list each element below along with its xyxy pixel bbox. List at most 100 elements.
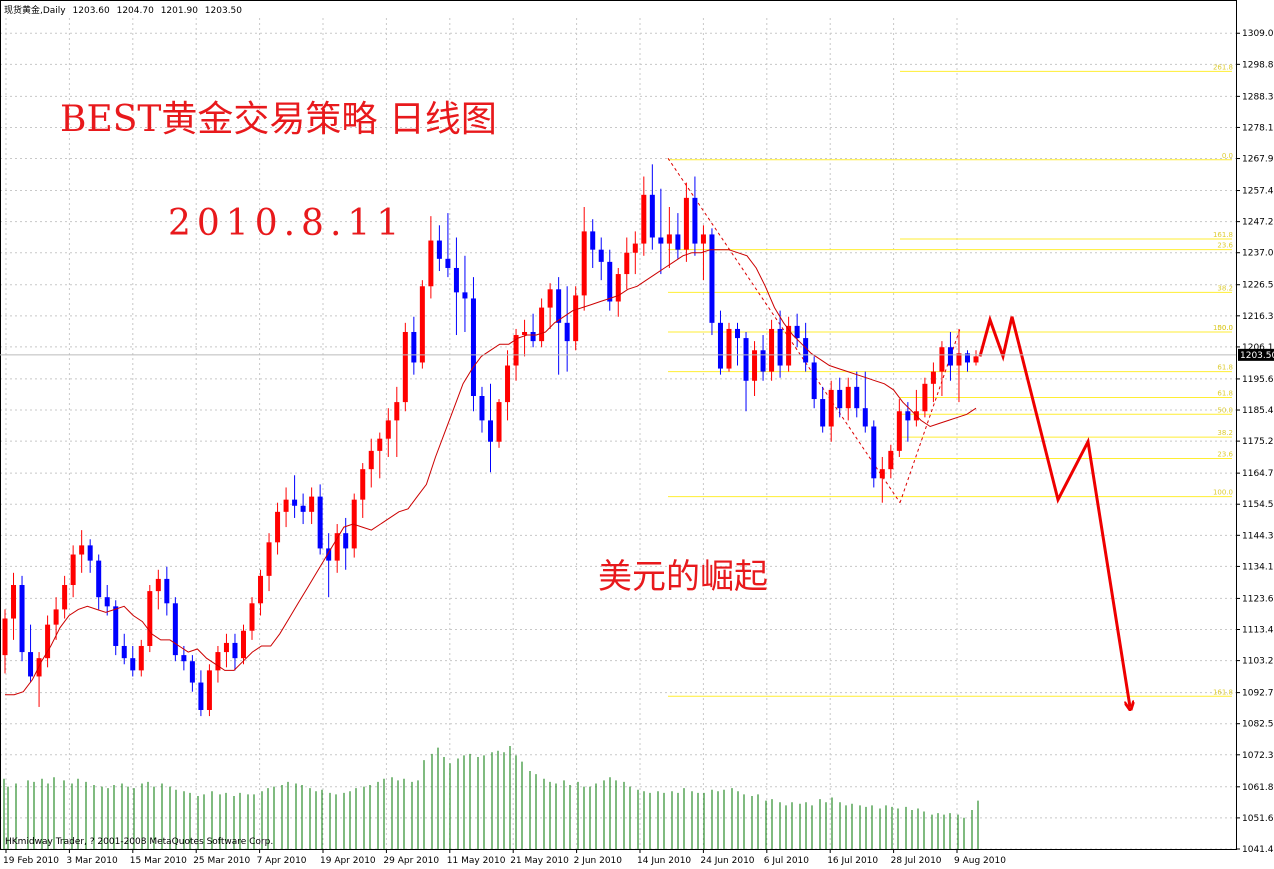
date-tick-label: 19 Feb 2010	[3, 856, 59, 866]
price-tick-label: 1123.60	[1242, 594, 1274, 604]
trend-line	[899, 328, 961, 503]
fib-level-label: 50.0	[1217, 406, 1233, 414]
candle-body	[266, 542, 272, 576]
candle-body	[717, 322, 723, 369]
candle-body	[658, 237, 664, 244]
candle-body	[700, 234, 706, 244]
candle-body	[155, 578, 161, 592]
date-tick-label: 14 Jun 2010	[637, 856, 691, 866]
candle-body	[590, 231, 596, 250]
price-tick-label: 1154.50	[1242, 500, 1274, 510]
candle-body	[147, 591, 153, 646]
candle-body	[862, 408, 868, 427]
projection-arrow	[978, 314, 1130, 707]
candle-body	[777, 328, 783, 366]
candle-body	[922, 383, 928, 412]
candle-body	[505, 365, 511, 403]
candle-body	[709, 234, 715, 323]
candle-body	[879, 469, 885, 479]
fib-level-label: 161.8	[1213, 688, 1233, 696]
candle-body	[735, 328, 741, 339]
fib-level-label: 261.8	[1213, 63, 1233, 71]
fib-level-label: 23.6	[1217, 450, 1233, 458]
candle-body	[556, 289, 562, 323]
candle-body	[683, 197, 689, 250]
candle-body	[453, 267, 459, 293]
candle-body	[206, 670, 212, 710]
price-tick-label: 1298.80	[1242, 60, 1274, 70]
candle-body	[104, 597, 110, 607]
date-tick-label: 16 Jul 2010	[827, 856, 878, 866]
low-value: 1201.90	[160, 6, 198, 16]
candle-body	[419, 286, 425, 363]
candle-body	[692, 197, 698, 244]
plot-border	[0, 0, 1237, 850]
candle-body	[215, 652, 221, 671]
candle-body	[794, 325, 800, 339]
candle-body	[96, 560, 102, 598]
price-axis[interactable]: 1309.00 1298.80 1288.30 1278.10 1267.90 1257.…	[0, 29, 1274, 855]
copyright-note: HKmidway Trader, ? 2001-2008 MetaQuotes …	[5, 837, 274, 847]
candle-body	[19, 585, 25, 653]
candle-body	[573, 295, 579, 342]
date-tick-label: 24 Jun 2010	[700, 856, 754, 866]
candle-body	[28, 652, 34, 677]
candle-body	[79, 545, 85, 555]
candle-body	[172, 603, 178, 656]
dollar-rise-caption: 美元的崛起	[598, 557, 768, 597]
candle-body	[402, 331, 408, 403]
current-price-label: 1203.50	[1240, 351, 1274, 361]
candle-body	[845, 386, 851, 409]
candle-body	[973, 356, 979, 363]
candle-body	[726, 328, 732, 369]
candle-body	[462, 292, 468, 299]
price-tick-label: 1113.40	[1242, 626, 1274, 636]
candle-body	[956, 353, 962, 366]
candle-body	[470, 298, 476, 397]
open-value: 1203.60	[72, 6, 110, 16]
date-tick-label: 21 May 2010	[510, 856, 569, 866]
price-tick-label: 1092.70	[1242, 689, 1274, 699]
candle-body	[2, 618, 8, 656]
candle-body	[615, 274, 621, 302]
candle-body	[189, 661, 195, 683]
candle-body	[411, 331, 417, 363]
candle-body	[317, 496, 323, 549]
date-tick-label: 11 May 2010	[447, 856, 506, 866]
price-tick-label: 1051.60	[1242, 814, 1274, 824]
date-axis[interactable]: 19 Feb 2010 3 Mar 2010 15 Mar 2010 25 Mar 2…	[3, 849, 1006, 866]
date-tick-label: 6 Jul 2010	[764, 856, 809, 866]
candle-body	[326, 548, 332, 561]
strategy-date: 2010.8.11	[168, 203, 406, 244]
fibonacci-levels: 261.80.0161.823.638.2100.050.061.861.850…	[668, 63, 1234, 697]
candle-body	[547, 289, 553, 308]
volume-bars	[3, 746, 979, 849]
candle-body	[769, 328, 775, 372]
candle-body	[905, 411, 911, 421]
price-tick-label: 1278.10	[1242, 123, 1274, 133]
candle-body	[743, 338, 749, 381]
price-tick-label: 1206.10	[1242, 343, 1274, 353]
candle-body	[811, 362, 817, 400]
candle-body	[964, 353, 970, 363]
fib-level-label: 38.2	[1217, 429, 1233, 437]
candle-body	[837, 389, 843, 409]
candle-body	[496, 402, 502, 442]
candle-body	[947, 347, 953, 366]
price-tick-label: 1226.50	[1242, 281, 1274, 291]
candle-body	[394, 402, 400, 421]
candle-body	[624, 252, 630, 275]
fib-level-label: 61.8	[1217, 364, 1233, 372]
candle-body	[283, 499, 289, 512]
fib-level-label: 61.8	[1217, 390, 1233, 398]
candle-body	[760, 350, 766, 372]
candle-body	[786, 325, 792, 366]
candle-body	[752, 350, 758, 381]
candle-body	[828, 389, 834, 427]
price-tick-label: 1164.70	[1242, 469, 1274, 479]
chart-info-line: 现货黄金,Daily 1203.60 1204.70 1201.90 1203.…	[4, 3, 246, 16]
candle-body	[45, 624, 51, 659]
candle-body	[803, 338, 809, 363]
candle-body	[130, 658, 136, 671]
